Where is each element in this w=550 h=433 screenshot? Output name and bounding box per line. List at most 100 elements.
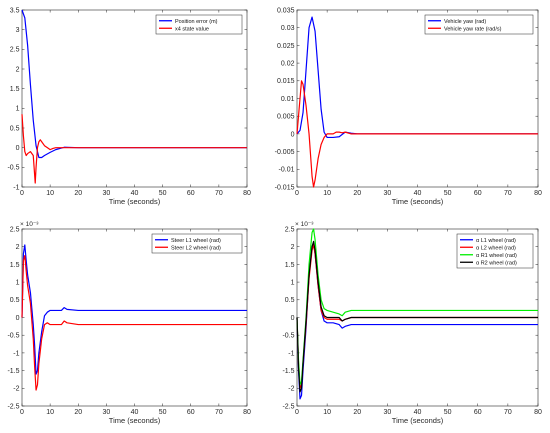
series-line-2 (21, 254, 247, 391)
x-tick-label: 20 (353, 409, 361, 416)
y-tick-label: -2.5 (7, 403, 19, 410)
y-exponent-label: × 10⁻³ (295, 221, 314, 228)
y-tick-label: 2 (16, 66, 20, 73)
x-tick-label: 10 (323, 190, 331, 197)
x-tick-label: 80 (243, 409, 251, 416)
x-tick-label: 70 (215, 190, 223, 197)
x-tick-label: 0 (295, 409, 299, 416)
y-tick-label: 1 (291, 280, 295, 287)
y-tick-label: -1 (13, 350, 19, 357)
legend-entry-label: Steer L1 wheel (rad) (171, 238, 221, 244)
x-tick-label: 40 (414, 409, 422, 416)
x-tick-label: 80 (534, 409, 542, 416)
y-tick-label: -1.5 (282, 368, 294, 375)
legend-entry-label: α R2 wheel (rad) (476, 260, 517, 266)
x-tick-label: 60 (474, 409, 482, 416)
y-tick-label: 0.015 (277, 78, 295, 85)
chart-panel-4: 0 10 20 30 40 50 60 70 80 -2.5 -2 -1.5 -1 -0.5 0 0.5 1 1.… (282, 221, 542, 425)
y-tick-label: 0.005 (277, 114, 295, 121)
y-tick-label: 0.02 (281, 61, 295, 68)
y-tick-label: -1 (13, 184, 19, 191)
y-tick-label: -1 (288, 350, 294, 357)
y-tick-label: 0.5 (285, 297, 295, 304)
series-line-2 (21, 114, 247, 184)
y-tick-label: -2 (13, 386, 19, 393)
legend-entry-label: Vehicle yaw rate (rad/s) (444, 26, 502, 32)
x-axis-label: Time (seconds) (109, 416, 161, 425)
y-tick-label: 3.5 (10, 7, 20, 14)
legend: Steer L1 wheel (rad)Steer L2 wheel (rad) (151, 233, 243, 254)
y-tick-label: 1.5 (10, 86, 20, 93)
axes-box (296, 9, 539, 188)
legend-entry-label: α L2 wheel (rad) (476, 245, 516, 251)
legend-entry-label: Steer L2 wheel (rad) (171, 245, 221, 251)
y-tick-label: 0.01 (281, 96, 295, 103)
legend-entry-label: Position error (m) (175, 19, 218, 25)
y-tick-label: 2.5 (10, 226, 20, 233)
y-tick-label: 1.5 (285, 262, 295, 269)
y-tick-label: -2.5 (282, 403, 294, 410)
legend-box (151, 233, 243, 254)
y-tick-label: 0.035 (277, 7, 295, 14)
y-tick-label: 2 (291, 244, 295, 251)
y-tick-label: 0 (291, 131, 295, 138)
x-tick-label: 20 (74, 409, 82, 416)
x-tick-label: 70 (504, 190, 512, 197)
x-tick-label: 30 (383, 409, 391, 416)
x-tick-label: 70 (215, 409, 223, 416)
x-axis-label: Time (seconds) (392, 197, 444, 206)
y-tick-label: -0.01 (279, 167, 295, 174)
x-tick-label: 60 (474, 190, 482, 197)
x-tick-label: 20 (353, 190, 361, 197)
x-tick-label: 10 (46, 409, 54, 416)
y-tick-label: 1 (16, 280, 20, 287)
series-line-2 (296, 80, 538, 188)
chart-panel-3: 0 10 20 30 40 50 60 70 80 -2.5 -2 -1.5 -1 -0.5 0 0.5 1 1.… (7, 221, 251, 425)
y-tick-label: 1.5 (10, 262, 20, 269)
y-tick-label: -0.005 (275, 149, 295, 156)
axes-box (21, 9, 248, 188)
legend-entry-label: x4 state value (175, 26, 209, 32)
y-tick-label: -1.5 (7, 368, 19, 375)
x-tick-label: 20 (74, 190, 82, 197)
chart-panel-1: 0 10 20 30 40 50 60 70 80 -1 -0.5 0 0.5 1 1.5 2 2.5 3 3.5 T… (7, 7, 251, 206)
y-tick-label: 0 (16, 145, 20, 152)
y-tick-label: 3 (16, 27, 20, 34)
y-tick-label: 1 (16, 106, 20, 113)
x-tick-label: 50 (444, 190, 452, 197)
y-tick-label: 0 (16, 315, 20, 322)
x-tick-label: 50 (444, 409, 452, 416)
legend-entry-label: α R1 wheel (rad) (476, 253, 517, 259)
y-tick-label: 0.025 (277, 43, 295, 50)
axes-box (21, 228, 248, 407)
legend: α L1 wheel (rad)α L2 wheel (rad) α R1 whe… (456, 233, 534, 269)
legend-box (155, 14, 243, 35)
x-axis-label: Time (seconds) (109, 197, 161, 206)
y-tick-label: -0.5 (7, 165, 19, 172)
y-tick-label: -0.015 (275, 184, 295, 191)
x-tick-label: 80 (243, 190, 251, 197)
x-tick-label: 50 (159, 409, 167, 416)
x-tick-label: 50 (159, 190, 167, 197)
y-tick-label: 2.5 (285, 226, 295, 233)
x-tick-label: 80 (534, 190, 542, 197)
y-tick-label: -2 (288, 386, 294, 393)
x-tick-label: 0 (20, 190, 24, 197)
x-tick-label: 10 (323, 409, 331, 416)
x-tick-label: 0 (20, 409, 24, 416)
x-tick-label: 70 (504, 409, 512, 416)
chart-panel-2: 0 10 20 30 40 50 60 70 80 -0.015 -0.01 -0.005 0 0.005… (275, 7, 542, 206)
legend: Position error (m)x4 state value (155, 14, 243, 35)
x-tick-label: 30 (102, 190, 110, 197)
x-tick-label: 30 (383, 190, 391, 197)
y-tick-label: 0.5 (10, 297, 20, 304)
x-tick-label: 60 (187, 190, 195, 197)
y-tick-label: 0 (291, 315, 295, 322)
series-line-4 (296, 240, 538, 393)
series-line-1 (21, 244, 247, 375)
x-tick-label: 0 (295, 190, 299, 197)
y-tick-label: -0.5 (7, 333, 19, 340)
y-exponent-label: × 10⁻³ (20, 221, 39, 228)
x-tick-label: 40 (131, 409, 139, 416)
